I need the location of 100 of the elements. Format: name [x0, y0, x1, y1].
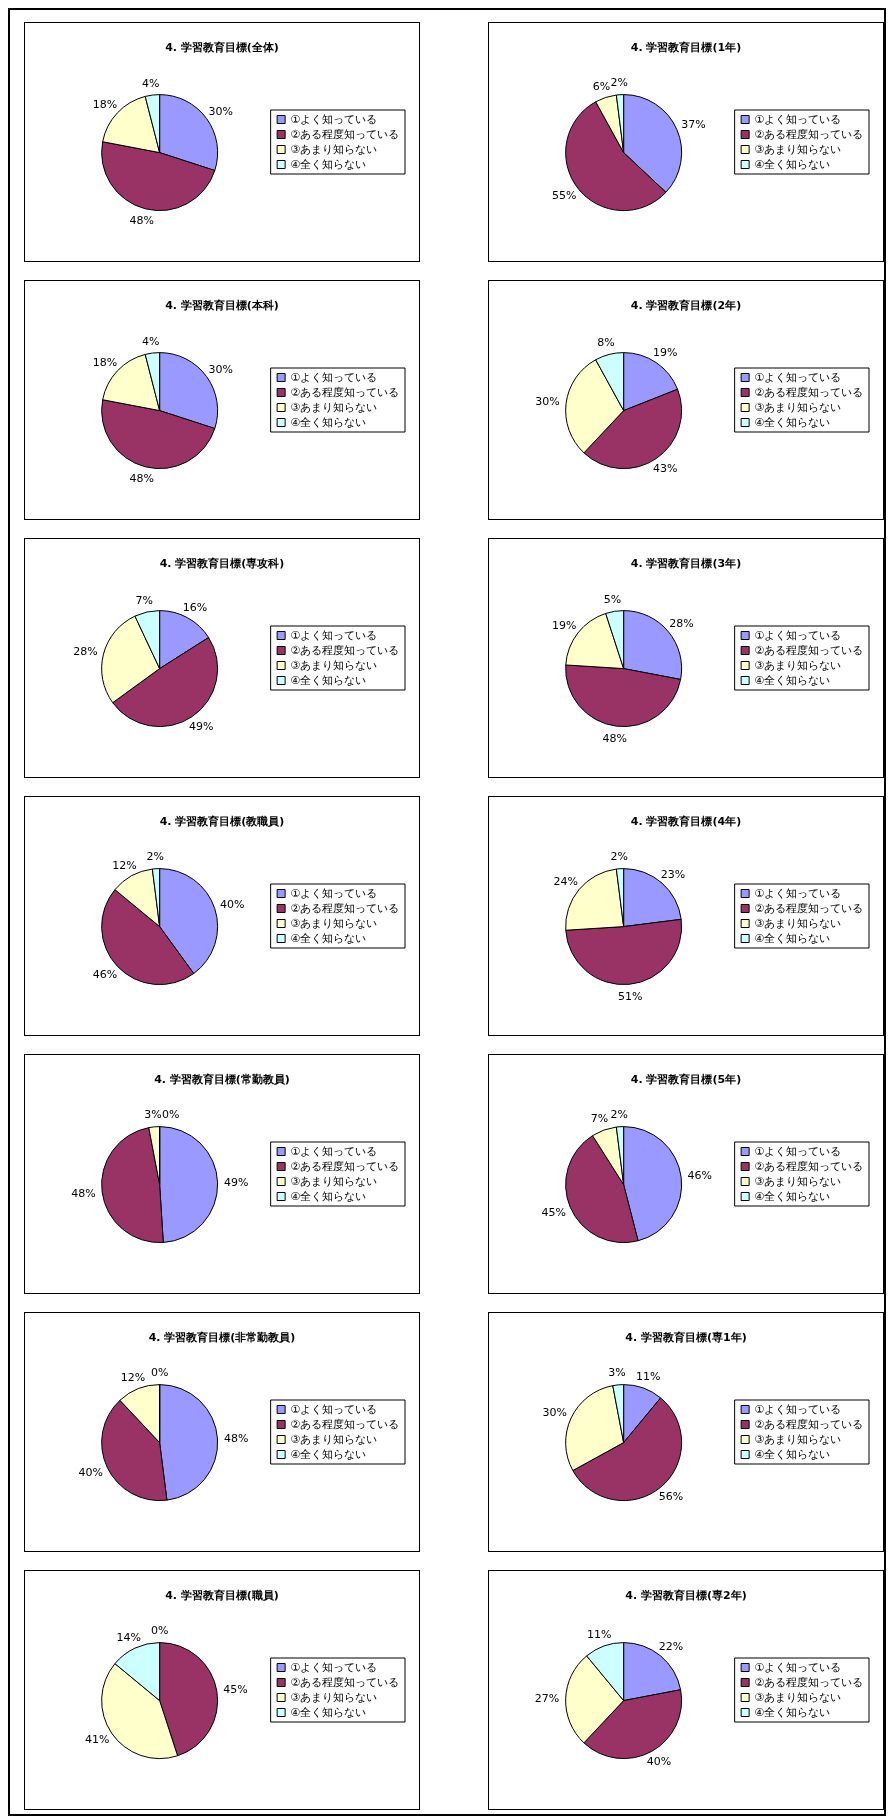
legend-label: ③あまり知らない: [290, 143, 378, 156]
data-label: 30%: [208, 104, 233, 118]
data-label: 7%: [135, 593, 153, 607]
legend-label: ④全く知らない: [290, 1190, 367, 1203]
data-label: 45%: [223, 1683, 248, 1697]
legend-label: ④全く知らない: [290, 932, 367, 945]
data-label: 55%: [551, 189, 577, 202]
data-label: 48%: [602, 731, 627, 745]
legend-label: ③あまり知らない: [754, 143, 842, 156]
data-label: 56%: [658, 1490, 684, 1504]
data-label: 12%: [120, 1371, 146, 1385]
chart-title: 4. 学習教育目標(4年): [630, 815, 742, 828]
legend-label: ③あまり知らない: [290, 1433, 378, 1446]
legend-label: ④全く知らない: [754, 932, 831, 945]
data-label: 7%: [590, 1112, 609, 1126]
data-label: 40%: [646, 1755, 672, 1769]
data-label: 30%: [535, 395, 560, 409]
legend-label: ①よく知っている: [290, 887, 378, 900]
data-label: 48%: [223, 1431, 249, 1445]
legend-label: ①よく知っている: [754, 113, 842, 126]
data-label: 2%: [610, 1108, 628, 1122]
legend-label: ④全く知らない: [754, 416, 831, 429]
chart-title: 4. 学習教育目標(3年): [630, 557, 742, 570]
legend-label: ①よく知っている: [754, 371, 842, 384]
legend-label: ④全く知らない: [290, 674, 367, 687]
legend-label: ④全く知らない: [290, 1706, 367, 1719]
legend-label: ③あまり知らない: [290, 917, 378, 930]
data-label: 19%: [551, 619, 577, 633]
legend-label: ②ある程度知っている: [754, 1676, 864, 1689]
legend-label: ②ある程度知っている: [290, 1418, 400, 1431]
legend-label: ③あまり知らない: [754, 1433, 842, 1446]
data-label: 48%: [71, 1186, 96, 1200]
legend-label: ①よく知っている: [754, 1403, 842, 1416]
data-label: 18%: [92, 356, 118, 370]
data-label: 22%: [658, 1640, 684, 1654]
chart-title: 4. 学習教育目標(5年): [630, 1073, 742, 1086]
data-label: 48%: [129, 471, 155, 485]
legend-label: ②ある程度知っている: [290, 902, 400, 915]
chart-title: 4. 学習教育目標(専1年): [625, 1331, 747, 1344]
chart-title: 4. 学習教育目標(2年): [630, 299, 742, 312]
data-label: 11%: [635, 1370, 661, 1384]
data-label: 28%: [73, 644, 98, 658]
legend-label: ③あまり知らない: [754, 401, 842, 414]
data-label: 14%: [116, 1630, 141, 1644]
data-label: 2%: [610, 76, 628, 90]
data-label: 40%: [78, 1465, 104, 1479]
legend-label: ④全く知らない: [754, 1706, 831, 1719]
data-label: 19%: [652, 346, 678, 360]
legend-label: ①よく知っている: [754, 1145, 842, 1158]
legend-label: ④全く知らない: [754, 158, 831, 171]
data-label: 18%: [92, 98, 118, 112]
legend-label: ①よく知っている: [290, 1403, 378, 1416]
data-label: 23%: [660, 867, 686, 881]
legend-label: ③あまり知らない: [290, 659, 378, 672]
legend-label: ②ある程度知っている: [754, 386, 864, 399]
chart-title: 4. 学習教育目標(専2年): [625, 1589, 747, 1602]
legend-label: ②ある程度知っている: [290, 1160, 400, 1173]
data-label: 24%: [553, 875, 578, 889]
data-label: 48%: [129, 213, 155, 227]
legend-label: ①よく知っている: [754, 629, 842, 642]
legend-label: ①よく知っている: [754, 887, 842, 900]
chart-title: 4. 学習教育目標(本科): [165, 299, 279, 312]
legend-label: ③あまり知らない: [290, 401, 378, 414]
data-label: 28%: [669, 617, 694, 631]
data-label: 43%: [652, 462, 678, 475]
legend-label: ①よく知っている: [290, 113, 378, 126]
chart-title: 4. 学習教育目標(非常勤教員): [148, 1331, 296, 1344]
legend-label: ①よく知っている: [290, 371, 378, 384]
data-label: 49%: [188, 720, 214, 733]
chart-title: 4. 学習教育目標(職員): [165, 1589, 279, 1602]
legend-label: ④全く知らない: [290, 1448, 367, 1461]
data-label: 2%: [146, 850, 164, 864]
data-label: 37%: [681, 118, 706, 132]
data-label: 45%: [541, 1205, 566, 1219]
data-label: 41%: [84, 1733, 110, 1747]
text: 0%: [161, 1108, 180, 1122]
data-label: 12%: [112, 858, 137, 872]
chart-title: 4. 学習教育目標(専攻科): [159, 557, 285, 570]
legend-label: ③あまり知らない: [754, 917, 842, 930]
data-label: 3%: [608, 1366, 626, 1380]
legend-label: ④全く知らない: [290, 158, 367, 171]
legend-label: ③あまり知らない: [754, 659, 842, 672]
legend-label: ②ある程度知っている: [754, 128, 864, 141]
chart-title: 4. 学習教育目標(常勤教員): [154, 1073, 290, 1086]
text: 0%: [150, 1624, 169, 1638]
legend-label: ④全く知らない: [290, 416, 367, 429]
data-label: 46%: [687, 1169, 712, 1183]
legend-label: ②ある程度知っている: [754, 902, 864, 915]
chart-title: 4. 学習教育目標(1年): [630, 41, 742, 54]
legend-label: ①よく知っている: [290, 629, 378, 642]
legend-label: ②ある程度知っている: [290, 644, 400, 657]
legend-label: ①よく知っている: [290, 1661, 378, 1674]
data-label: 30%: [208, 362, 233, 376]
data-label: 3%: [144, 1108, 162, 1122]
legend-label: ①よく知っている: [290, 1145, 378, 1158]
data-label: 4%: [142, 334, 160, 348]
legend-label: ②ある程度知っている: [754, 1418, 864, 1431]
text: 0%: [150, 1366, 169, 1380]
data-label: 30%: [542, 1406, 568, 1420]
legend-label: ③あまり知らない: [754, 1175, 842, 1188]
